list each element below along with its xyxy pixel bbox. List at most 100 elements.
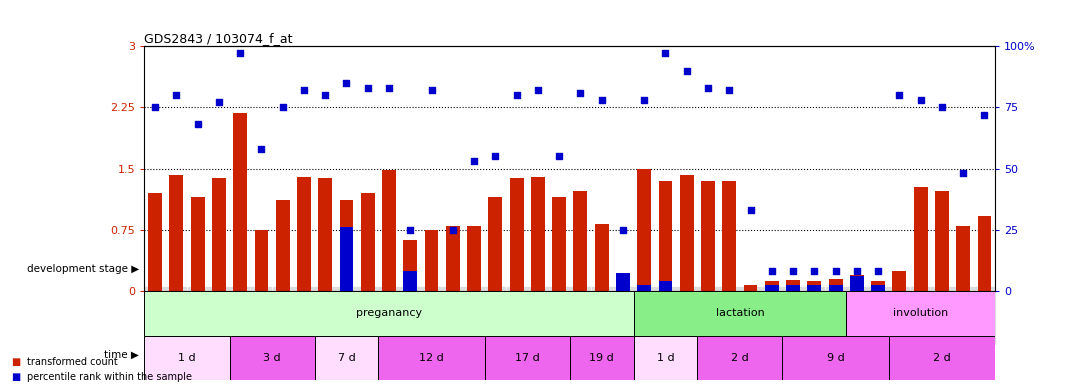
- Bar: [850, 276, 863, 291]
- Bar: [509, 179, 523, 291]
- Bar: [230, 336, 315, 380]
- Bar: [318, 179, 332, 291]
- Text: 1 d: 1 d: [179, 353, 196, 363]
- Point: [360, 84, 377, 91]
- Text: 9 d: 9 d: [827, 353, 844, 363]
- Point: [338, 80, 355, 86]
- Point: [849, 268, 866, 275]
- Point: [423, 87, 440, 93]
- Bar: [425, 230, 439, 291]
- Bar: [892, 271, 906, 291]
- Bar: [978, 216, 992, 291]
- Text: preganancy: preganancy: [356, 308, 422, 318]
- Bar: [616, 281, 630, 291]
- Text: 2 d: 2 d: [731, 353, 749, 363]
- Point: [274, 104, 291, 111]
- Bar: [808, 285, 822, 291]
- Text: development stage ▶: development stage ▶: [27, 264, 139, 274]
- Point: [870, 268, 887, 275]
- Point: [147, 104, 164, 111]
- Bar: [828, 279, 842, 291]
- Bar: [315, 336, 379, 380]
- Point: [657, 50, 674, 56]
- Bar: [935, 192, 949, 291]
- Bar: [871, 281, 885, 291]
- Point: [551, 153, 568, 159]
- Bar: [148, 193, 162, 291]
- Bar: [765, 281, 779, 291]
- Point: [742, 207, 759, 213]
- Bar: [638, 169, 652, 291]
- Text: transformed count: transformed count: [27, 357, 118, 367]
- Text: 2 d: 2 d: [933, 353, 951, 363]
- Bar: [446, 226, 460, 291]
- Bar: [782, 336, 889, 380]
- Bar: [850, 275, 863, 291]
- Bar: [957, 226, 970, 291]
- Bar: [871, 285, 885, 291]
- Text: 3 d: 3 d: [263, 353, 280, 363]
- Point: [530, 87, 547, 93]
- Text: 17 d: 17 d: [515, 353, 539, 363]
- Bar: [552, 197, 566, 291]
- Bar: [698, 336, 782, 380]
- Bar: [382, 170, 396, 291]
- Text: 1 d: 1 d: [657, 353, 674, 363]
- Point: [593, 97, 610, 103]
- Point: [317, 92, 334, 98]
- Bar: [276, 200, 290, 291]
- Bar: [765, 285, 779, 291]
- Text: ■: ■: [11, 357, 20, 367]
- Text: ■: ■: [11, 372, 20, 382]
- Bar: [144, 336, 230, 380]
- Text: 19 d: 19 d: [590, 353, 614, 363]
- Bar: [144, 291, 633, 336]
- Bar: [744, 285, 758, 291]
- Bar: [658, 181, 672, 291]
- Point: [253, 146, 270, 152]
- Text: 7 d: 7 d: [338, 353, 355, 363]
- Bar: [914, 187, 928, 291]
- Point: [891, 92, 908, 98]
- Point: [806, 268, 823, 275]
- Point: [189, 121, 207, 127]
- Point: [381, 84, 398, 91]
- Point: [827, 268, 844, 275]
- Bar: [828, 285, 842, 291]
- Text: percentile rank within the sample: percentile rank within the sample: [27, 372, 192, 382]
- Bar: [255, 230, 269, 291]
- Text: involution: involution: [893, 308, 948, 318]
- Point: [168, 92, 185, 98]
- Text: GDS2843 / 103074_f_at: GDS2843 / 103074_f_at: [144, 32, 293, 45]
- Bar: [569, 336, 633, 380]
- Text: time ▶: time ▶: [104, 349, 139, 359]
- Point: [636, 97, 653, 103]
- Bar: [403, 271, 417, 291]
- Bar: [638, 285, 652, 291]
- Bar: [633, 291, 846, 336]
- Bar: [403, 240, 417, 291]
- Bar: [786, 285, 800, 291]
- Bar: [190, 197, 204, 291]
- Text: 12 d: 12 d: [419, 353, 444, 363]
- Point: [231, 50, 248, 56]
- Bar: [679, 175, 693, 291]
- Bar: [379, 336, 485, 380]
- Bar: [889, 336, 995, 380]
- Bar: [361, 193, 374, 291]
- Point: [954, 170, 972, 177]
- Text: lactation: lactation: [716, 308, 764, 318]
- Bar: [212, 179, 226, 291]
- Point: [784, 268, 801, 275]
- Bar: [808, 281, 822, 291]
- Point: [721, 87, 738, 93]
- Bar: [595, 224, 609, 291]
- Point: [678, 68, 696, 74]
- Bar: [633, 336, 698, 380]
- Bar: [531, 177, 545, 291]
- Point: [763, 268, 780, 275]
- Bar: [339, 200, 353, 291]
- Point: [976, 112, 993, 118]
- Bar: [297, 177, 311, 291]
- Bar: [169, 175, 183, 291]
